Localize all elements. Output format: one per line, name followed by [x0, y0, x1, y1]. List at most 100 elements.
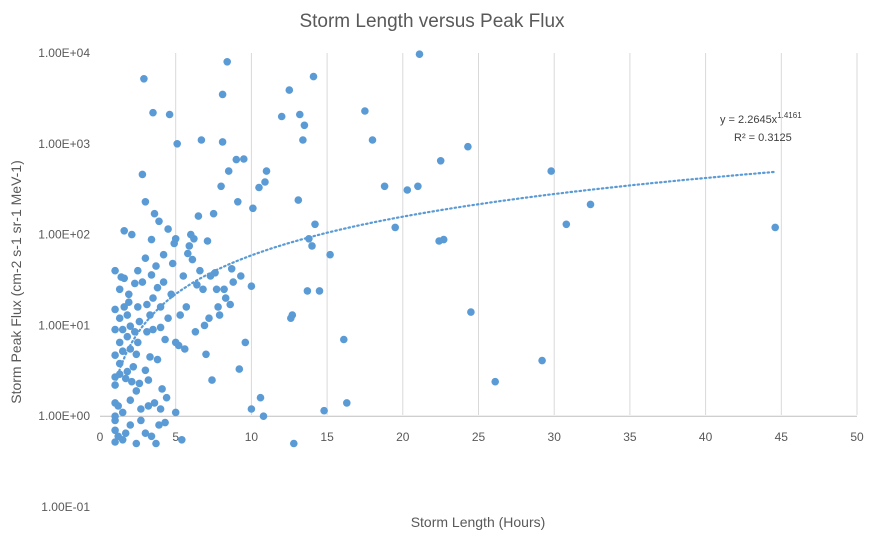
data-point	[126, 322, 135, 331]
data-point	[262, 167, 271, 175]
data-point	[209, 209, 218, 218]
data-point	[391, 223, 400, 232]
data-point	[415, 50, 424, 58]
data-point	[361, 107, 369, 115]
y-tick-label: 1.00E+01	[38, 318, 90, 332]
data-point	[143, 328, 151, 336]
y-axis-title: Storm Peak Flux (cm-2 s-1 sr-1 MeV-1)	[8, 160, 24, 404]
y-tick-label: 1.00E+00	[38, 409, 90, 423]
data-point	[290, 439, 298, 448]
data-point	[300, 121, 309, 130]
data-point	[305, 235, 313, 243]
data-point	[259, 412, 268, 421]
data-point	[149, 294, 157, 302]
data-point	[221, 294, 230, 302]
data-point	[128, 377, 136, 386]
data-point	[223, 58, 231, 66]
data-point	[237, 272, 245, 280]
data-point	[144, 376, 153, 384]
data-point	[135, 379, 144, 388]
data-point	[140, 75, 148, 83]
data-point	[115, 314, 124, 323]
data-point	[111, 351, 119, 360]
data-point	[171, 235, 180, 243]
data-point	[439, 235, 448, 244]
data-point	[111, 305, 119, 314]
power-trendline	[114, 170, 775, 386]
data-point	[218, 90, 227, 99]
data-point	[235, 365, 244, 373]
y-tick-label: 1.00E-01	[41, 500, 90, 514]
data-point	[255, 183, 263, 192]
data-point	[118, 347, 127, 356]
data-point	[156, 303, 165, 311]
data-point	[134, 303, 142, 311]
data-point	[115, 370, 124, 379]
data-point	[149, 325, 157, 334]
data-point	[118, 325, 127, 334]
data-point	[464, 142, 472, 151]
data-point	[146, 353, 154, 361]
data-point	[249, 204, 257, 213]
data-point	[167, 290, 175, 299]
data-point	[174, 341, 183, 350]
x-tick-label: 40	[699, 430, 713, 444]
data-point	[173, 140, 181, 148]
data-point	[203, 237, 212, 245]
data-point	[214, 303, 222, 311]
data-point	[215, 311, 224, 319]
data-point	[126, 396, 135, 405]
data-point	[188, 255, 197, 264]
x-tick-label: 35	[623, 430, 637, 444]
data-point	[111, 412, 119, 421]
data-point	[181, 345, 189, 353]
data-point	[138, 278, 147, 286]
data-point	[196, 266, 204, 275]
data-point	[176, 311, 184, 319]
data-point	[141, 429, 150, 438]
data-point	[199, 285, 207, 294]
data-point	[144, 402, 153, 410]
data-point	[218, 138, 227, 146]
data-point	[132, 350, 141, 359]
data-point	[141, 254, 150, 262]
trendline-equation: y = 2.2645x1.4161	[720, 111, 802, 126]
data-point	[296, 110, 304, 119]
data-point	[190, 235, 198, 243]
data-point	[436, 157, 445, 165]
data-point	[161, 335, 169, 344]
x-tick-label: 50	[850, 430, 864, 444]
data-point	[168, 259, 177, 268]
data-point	[115, 359, 124, 368]
data-point	[171, 408, 180, 417]
data-point	[294, 196, 303, 204]
data-point	[155, 217, 163, 226]
data-point	[132, 387, 141, 395]
data-point	[208, 376, 216, 384]
data-point	[320, 406, 328, 415]
data-point	[120, 303, 128, 311]
data-point	[129, 363, 138, 371]
data-point	[134, 338, 142, 347]
data-point	[147, 271, 156, 279]
data-point	[114, 402, 122, 410]
data-point	[226, 300, 234, 309]
data-point	[491, 377, 500, 386]
data-point	[191, 328, 200, 336]
data-point	[227, 265, 236, 273]
y-tick-label: 1.00E+02	[38, 228, 90, 242]
data-point	[159, 278, 168, 286]
data-point	[123, 332, 132, 341]
data-point	[161, 418, 169, 427]
data-point	[115, 285, 124, 294]
data-point	[285, 86, 294, 94]
data-point	[146, 311, 154, 319]
equation-prefix: y = 2.2645x	[720, 114, 778, 126]
data-point	[111, 426, 119, 435]
data-point	[178, 436, 186, 444]
data-point	[202, 350, 210, 359]
data-point	[771, 223, 779, 232]
data-point	[194, 212, 203, 220]
data-point	[240, 155, 248, 163]
data-point	[121, 429, 130, 438]
